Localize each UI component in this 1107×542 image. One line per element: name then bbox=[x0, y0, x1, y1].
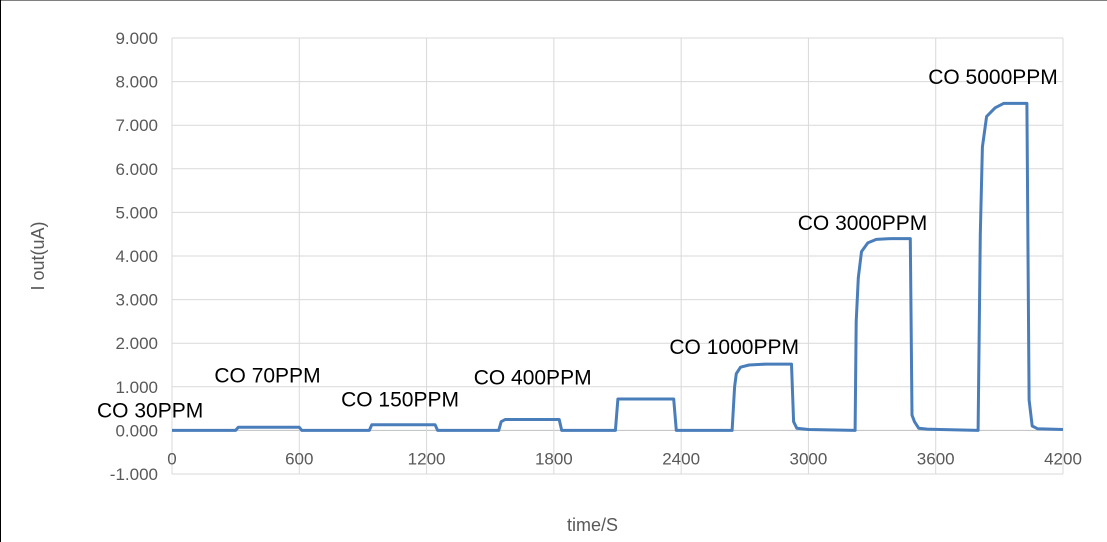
x-tick-label: 4200 bbox=[1044, 449, 1082, 468]
x-tick-label: 600 bbox=[285, 449, 313, 468]
y-tick-label: 1.000 bbox=[115, 378, 158, 397]
y-tick-label: 0.000 bbox=[115, 421, 158, 440]
concentration-label: CO 3000PPM bbox=[798, 212, 928, 235]
series-line bbox=[172, 101, 1064, 432]
x-tick-label: 2400 bbox=[662, 449, 700, 468]
y-tick-label: 7.000 bbox=[115, 116, 158, 135]
concentration-label: CO 5000PPM bbox=[928, 66, 1058, 89]
x-axis-title: time/S bbox=[567, 515, 618, 535]
y-tick-label: 4.000 bbox=[115, 247, 158, 266]
gridlines bbox=[171, 37, 1064, 475]
concentration-label: CO 30PPM bbox=[97, 399, 203, 422]
y-tick-label: 2.000 bbox=[115, 334, 158, 353]
x-tick-label: 1800 bbox=[535, 449, 573, 468]
x-tick-label: 3600 bbox=[917, 449, 955, 468]
y-tick-label: 5.000 bbox=[115, 203, 158, 222]
y-tick-label: 3.000 bbox=[115, 291, 158, 310]
annotations: CO 30PPM CO 70PPM CO 150PPM CO 400PPM CO 100… bbox=[97, 66, 1058, 423]
concentration-label: CO 1000PPM bbox=[669, 336, 799, 359]
y-tick-label: 9.000 bbox=[115, 29, 158, 48]
y-tick-label: -1.000 bbox=[110, 465, 158, 484]
concentration-label: CO 70PPM bbox=[214, 364, 320, 387]
y-axis-title: I out(uA) bbox=[28, 221, 48, 290]
concentration-label: CO 150PPM bbox=[341, 388, 459, 411]
concentration-label: CO 400PPM bbox=[474, 367, 592, 390]
y-tick-label: 6.000 bbox=[115, 160, 158, 179]
y-tick-label: 8.000 bbox=[115, 73, 158, 92]
tick-labels: -1.000 0.000 1.000 2.000 3.000 4.000 5.000 6.00… bbox=[110, 29, 1082, 484]
x-tick-label: 1200 bbox=[408, 449, 446, 468]
x-tick-label: 0 bbox=[167, 449, 176, 468]
x-tick-label: 3000 bbox=[790, 449, 828, 468]
